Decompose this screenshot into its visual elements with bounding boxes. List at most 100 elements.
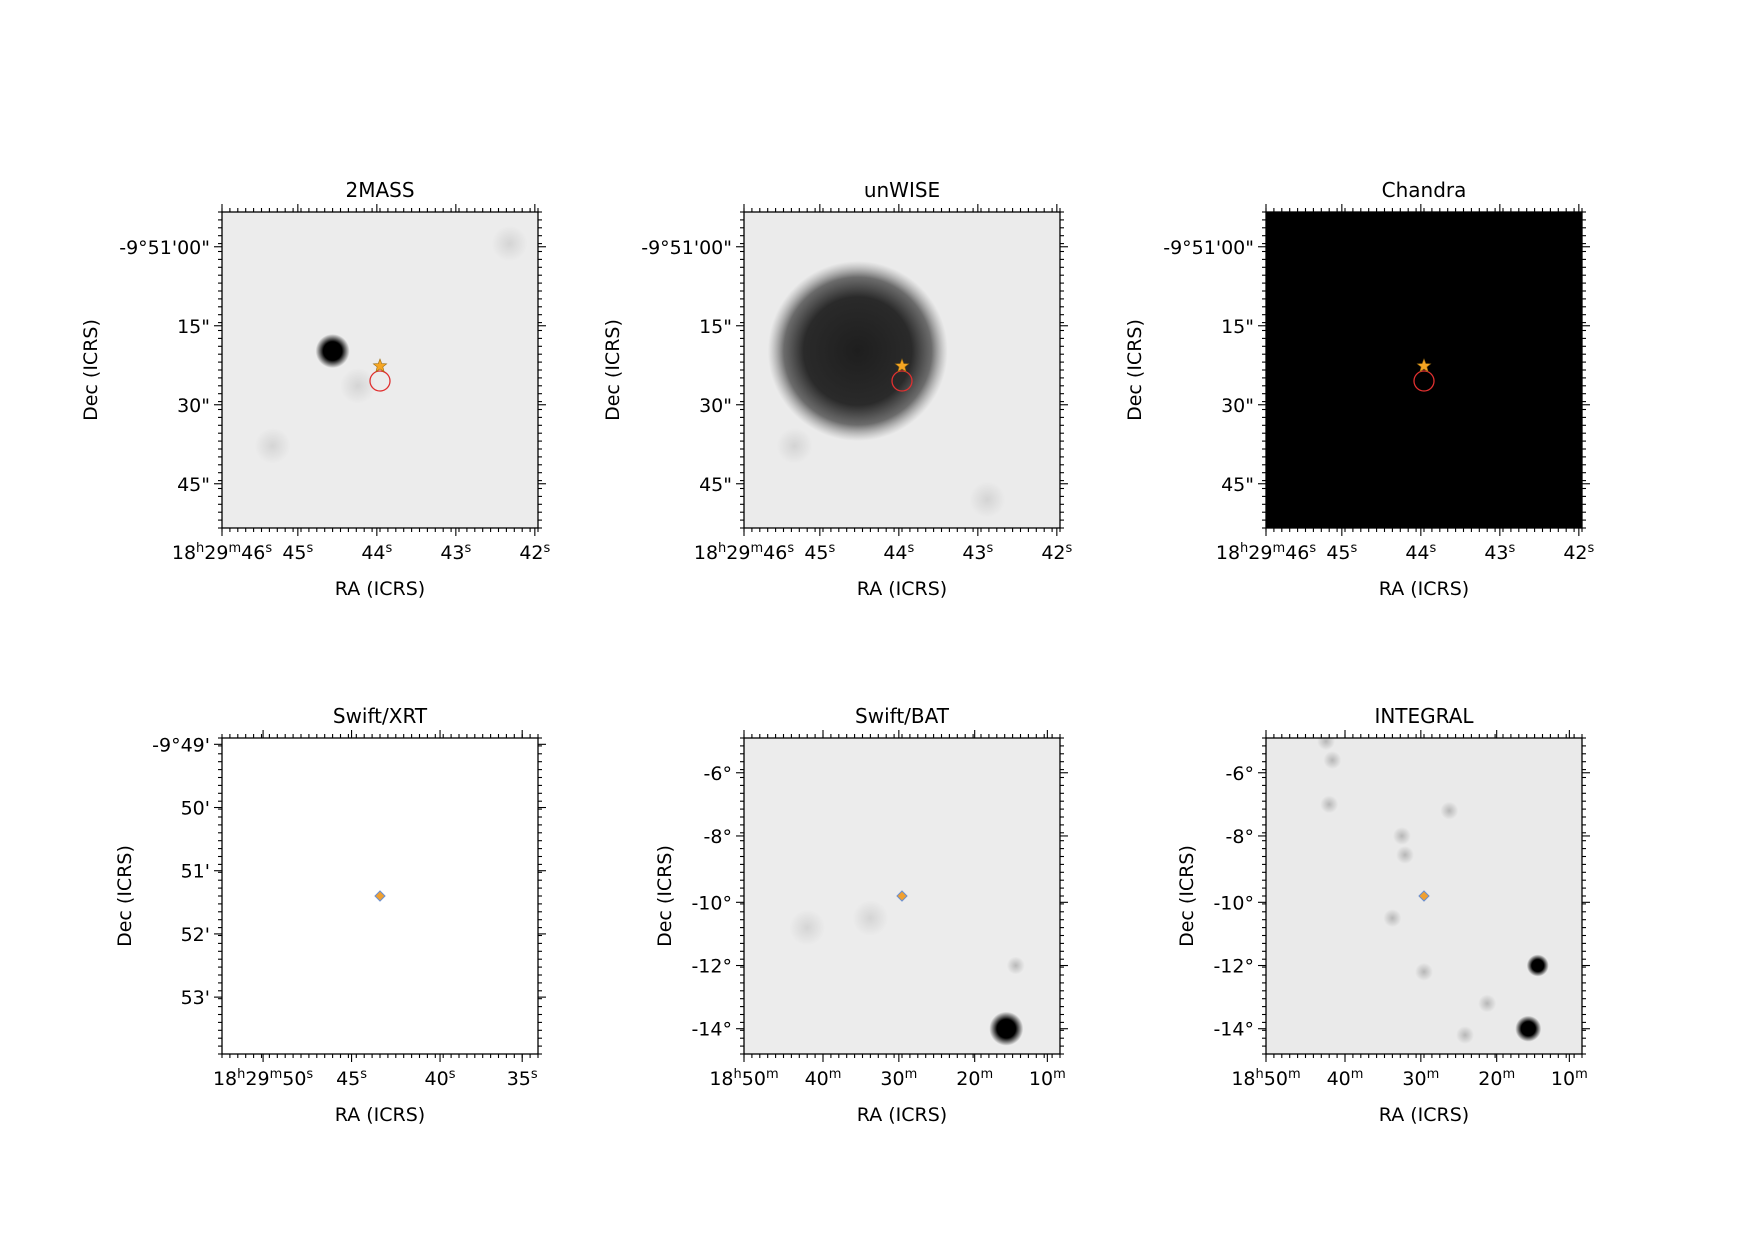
x-tick-label: 45s: [282, 541, 313, 564]
source-bigblob: [767, 261, 948, 442]
y-tick-label: 45": [1221, 474, 1254, 496]
source-faintdot: [1317, 738, 1336, 751]
y-tick-label: -12°: [691, 956, 732, 978]
image-background: [1266, 212, 1582, 528]
image-content: [1317, 738, 1549, 1045]
panel-title: Chandra: [1382, 178, 1467, 202]
source-faintdot: [1456, 1026, 1475, 1045]
y-tick-label: -9°49': [152, 734, 210, 756]
x-tick-label: 42s: [1041, 541, 1072, 564]
y-tick-label: 51': [181, 861, 210, 883]
y-tick-label: 30": [699, 395, 732, 417]
source-faint: [491, 225, 528, 262]
y-tick-label: 52': [181, 924, 210, 946]
y-axis-label: Dec (ICRS): [1124, 319, 1146, 421]
y-tick-label: 15": [699, 316, 732, 338]
x-tick-label: 10m: [1029, 1067, 1066, 1090]
source-faint: [852, 900, 889, 937]
source-faint: [776, 427, 813, 464]
x-tick-label: 18h29m46s: [172, 541, 272, 564]
source-faintdot: [1006, 956, 1025, 975]
y-tick-label: 15": [1221, 316, 1254, 338]
x-tick-label: 40s: [425, 1067, 456, 1090]
x-tick-label: 40m: [805, 1067, 842, 1090]
target-star-marker: [372, 358, 388, 373]
source-blob: [315, 334, 350, 369]
x-tick-label: 43s: [440, 541, 471, 564]
target-diamond-marker: [374, 890, 386, 902]
x-tick-label: 45s: [336, 1067, 367, 1090]
x-tick-label: 30m: [1402, 1067, 1439, 1090]
panel-swift-bat: 18h50m 40m 30m 20m 10m -6° -8° -10° -12° -14° Swif…: [654, 704, 1068, 1126]
image-content: [789, 900, 1025, 1046]
y-tick-label: 30": [177, 395, 210, 417]
x-tick-label: 18h50m: [709, 1067, 778, 1090]
error-circle: [1413, 370, 1435, 392]
y-axis-label: Dec (ICRS): [114, 845, 136, 947]
source-faintdot: [1478, 994, 1497, 1013]
x-axis-label: RA (ICRS): [857, 1104, 947, 1126]
x-axis-label: RA (ICRS): [1379, 1104, 1469, 1126]
y-tick-label: -10°: [1213, 892, 1254, 914]
y-tick-label: -9°51'00": [119, 237, 210, 259]
image-background: [222, 212, 538, 528]
x-axis-label: RA (ICRS): [1379, 578, 1469, 600]
x-tick-label: 30m: [880, 1067, 917, 1090]
x-axis-label: RA (ICRS): [857, 578, 947, 600]
y-tick-label: -8°: [1226, 826, 1254, 848]
x-tick-label: 42s: [1563, 541, 1594, 564]
x-tick-label: 43s: [962, 541, 993, 564]
panel-integral: 18h50m 40m 30m 20m 10m -6° -8° -10° -12° -14° INTE…: [1176, 704, 1590, 1126]
panel-title: Swift/BAT: [855, 704, 950, 728]
source-faintdot: [1383, 909, 1402, 928]
source-faint: [339, 367, 376, 404]
y-tick-label: -6°: [1226, 763, 1254, 785]
x-tick-label: 18h29m46s: [694, 541, 794, 564]
y-tick-label: -14°: [691, 1019, 732, 1041]
x-axis-label: RA (ICRS): [335, 1104, 425, 1126]
x-tick-label: 40m: [1327, 1067, 1364, 1090]
x-tick-label: 18h29m50s: [213, 1067, 313, 1090]
panel-title: INTEGRAL: [1374, 704, 1474, 728]
x-tick-label: 18h50m: [1231, 1067, 1300, 1090]
y-tick-label: -14°: [1213, 1019, 1254, 1041]
error-circle: [369, 370, 391, 392]
x-tick-label: 44s: [1405, 541, 1436, 564]
target-diamond-marker: [896, 890, 908, 902]
y-tick-label: -6°: [704, 763, 732, 785]
panel-chandra: 18h29m46s 45s 44s 43s 42s -9°51'00" 15" 30" 45" C…: [1124, 178, 1595, 600]
x-tick-label: 45s: [1326, 541, 1357, 564]
source-faintdot: [1415, 962, 1433, 981]
error-circle: [891, 370, 913, 392]
y-tick-label: 45": [177, 474, 210, 496]
source-faintdot: [1392, 826, 1411, 845]
x-tick-label: 44s: [883, 541, 914, 564]
y-tick-label: -12°: [1213, 956, 1254, 978]
x-tick-label: 10m: [1551, 1067, 1588, 1090]
x-tick-label: 42s: [519, 541, 550, 564]
source-faintdot: [1396, 845, 1415, 864]
x-tick-label: 20m: [956, 1067, 993, 1090]
y-tick-label: -9°51'00": [641, 237, 732, 259]
y-axis-label: Dec (ICRS): [654, 845, 676, 947]
source-blob: [1526, 954, 1549, 977]
panel-swift-xrt: 18h29m50s 45s 40s 35s -9°49' 50' 51' 52' 53' Swif…: [114, 704, 546, 1126]
image-content: [767, 261, 1006, 518]
y-tick-label: -8°: [704, 826, 732, 848]
panel-title: Swift/XRT: [333, 704, 428, 728]
source-faint: [969, 481, 1006, 518]
image-content: [254, 225, 528, 464]
target-star-marker: [1416, 358, 1432, 373]
x-tick-label: 20m: [1478, 1067, 1515, 1090]
y-tick-label: 30": [1221, 395, 1254, 417]
y-axis-label: Dec (ICRS): [602, 319, 624, 421]
panel-title: 2MASS: [345, 178, 414, 202]
x-tick-label: 43s: [1484, 541, 1515, 564]
x-axis-label: RA (ICRS): [335, 578, 425, 600]
source-faintdot: [1323, 751, 1342, 770]
y-axis-label: Dec (ICRS): [1176, 845, 1198, 947]
y-tick-label: 53': [181, 987, 210, 1009]
target-diamond-marker: [1418, 890, 1430, 902]
source-blob: [989, 1011, 1024, 1046]
